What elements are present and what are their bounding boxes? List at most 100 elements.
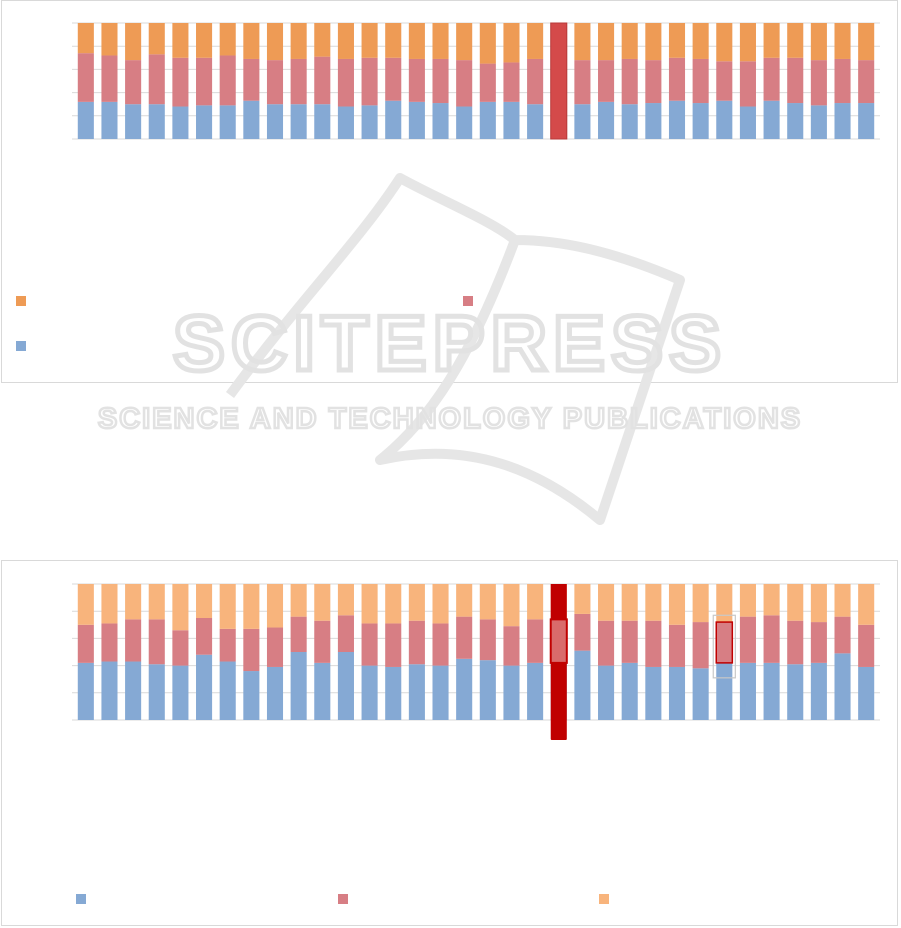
bar-segment-3 bbox=[432, 584, 449, 624]
bar-segment-2 bbox=[668, 624, 686, 667]
bar-segment-2 bbox=[716, 622, 733, 663]
bar-segment-2 bbox=[385, 623, 402, 667]
bar-segment-2 bbox=[219, 55, 236, 106]
bar-segment-1 bbox=[739, 106, 756, 139]
bar-segment-1 bbox=[810, 105, 827, 139]
bar-segment-1 bbox=[692, 103, 709, 139]
bar-segment-1 bbox=[692, 668, 709, 720]
bar-segment-2 bbox=[408, 58, 425, 102]
bar-segment-3 bbox=[621, 584, 638, 621]
bar-segment-2 bbox=[314, 620, 331, 663]
bar-segment-2 bbox=[527, 58, 544, 105]
bar-segment-1 bbox=[574, 104, 591, 139]
bar-segment-3 bbox=[621, 23, 638, 59]
bar-segment-2 bbox=[361, 57, 378, 106]
bar-segment-1 bbox=[266, 104, 284, 139]
watermark-line2: SCIENCE AND TECHNOLOGY PUBLICATIONS bbox=[98, 403, 802, 435]
bar-segment-3 bbox=[432, 23, 449, 59]
bar-segment-2 bbox=[172, 630, 189, 666]
bar-segment-3 bbox=[290, 584, 307, 617]
bar-segment-2 bbox=[621, 620, 638, 663]
bar-segment-3 bbox=[314, 23, 331, 57]
bar-segment-2 bbox=[432, 58, 449, 104]
bar-segment-2 bbox=[858, 60, 875, 104]
bar-segment-3 bbox=[834, 584, 851, 617]
bar-segment-1 bbox=[763, 662, 780, 720]
bar-segment-3 bbox=[243, 584, 260, 629]
bar-segment-1 bbox=[432, 665, 449, 720]
selected-segment bbox=[715, 621, 734, 664]
bar-segment-3 bbox=[574, 23, 591, 61]
bar-segment-1 bbox=[385, 666, 402, 720]
bar-segment-1 bbox=[858, 103, 875, 139]
bar-segment-1 bbox=[834, 103, 851, 139]
bar-segment-3 bbox=[196, 584, 213, 618]
bar-segment-2 bbox=[125, 60, 142, 105]
bar-segment-1 bbox=[503, 665, 520, 720]
bar-segment-3 bbox=[503, 584, 520, 627]
bar-segment-3 bbox=[243, 23, 260, 59]
bar-segment-1 bbox=[668, 100, 686, 139]
bar-segment-3 bbox=[574, 584, 591, 614]
legend-swatch-red bbox=[463, 296, 473, 306]
bar-segment-3 bbox=[527, 23, 544, 59]
bar-segment-3 bbox=[456, 584, 473, 617]
bar-segment-1 bbox=[172, 106, 189, 139]
bar-segment-1 bbox=[314, 662, 331, 720]
bar-segment-1 bbox=[408, 101, 425, 139]
bar-segment-1 bbox=[219, 661, 236, 720]
bar-segment-3 bbox=[77, 584, 94, 625]
bar-segment-1 bbox=[219, 105, 236, 139]
bar-segment-3 bbox=[834, 23, 851, 59]
bar-segment-2 bbox=[787, 620, 804, 665]
bar-segment-2 bbox=[385, 57, 402, 101]
bar-segment-3 bbox=[810, 23, 827, 61]
bar-segment-3 bbox=[810, 584, 827, 623]
stacked-bar-chart-bottom bbox=[72, 583, 880, 740]
bar-segment-3 bbox=[763, 23, 780, 58]
bar-segment-3 bbox=[645, 23, 662, 61]
bar-segment-2 bbox=[243, 58, 260, 101]
bar-segment-3 bbox=[148, 23, 165, 55]
bar-segment-2 bbox=[266, 60, 284, 105]
bar-segment-3 bbox=[337, 23, 354, 59]
bar-segment-2 bbox=[692, 58, 709, 104]
bar-segment-2 bbox=[408, 620, 425, 665]
bar-segment-3 bbox=[172, 584, 189, 631]
bar-segment-1 bbox=[787, 103, 804, 139]
bar-segment-2 bbox=[692, 622, 709, 669]
bar-segment-1 bbox=[361, 105, 378, 139]
bar-segment-1 bbox=[385, 100, 402, 139]
bar-segment-2 bbox=[479, 619, 496, 661]
bar-segment-1 bbox=[290, 104, 307, 139]
bar-segment-1 bbox=[266, 666, 284, 720]
bar-segment-1 bbox=[645, 103, 662, 139]
bar-segment-2 bbox=[479, 63, 496, 102]
bar-segment-3 bbox=[692, 584, 709, 623]
bar-segment-1 bbox=[361, 665, 378, 720]
bar-segment-2 bbox=[266, 627, 284, 667]
bar-segment-1 bbox=[243, 671, 260, 720]
bar-segment-3 bbox=[101, 23, 118, 56]
bar-segment-2 bbox=[763, 57, 780, 101]
bar-segment-1 bbox=[101, 101, 118, 139]
bar-segment-1 bbox=[77, 101, 94, 139]
highlighted-bar-middle bbox=[549, 618, 568, 664]
bar-segment-3 bbox=[645, 584, 662, 621]
bar-segment-2 bbox=[337, 58, 354, 107]
highlighted-bar-lower bbox=[550, 662, 567, 740]
bar-segment-2 bbox=[810, 622, 827, 663]
bar-segment-2 bbox=[739, 61, 756, 107]
bar-segment-2 bbox=[668, 57, 686, 101]
bar-segment-3 bbox=[361, 584, 378, 624]
bar-segment-3 bbox=[361, 23, 378, 58]
bar-segment-1 bbox=[479, 101, 496, 139]
bar-segment-2 bbox=[810, 60, 827, 106]
bar-segment-1 bbox=[125, 104, 142, 139]
legend-swatch-orange bbox=[599, 894, 609, 904]
bar-segment-2 bbox=[645, 620, 662, 667]
bar-segment-1 bbox=[196, 654, 213, 720]
bar-segment-3 bbox=[527, 584, 544, 620]
bar-segment-2 bbox=[101, 55, 118, 102]
bar-segment-2 bbox=[432, 623, 449, 666]
